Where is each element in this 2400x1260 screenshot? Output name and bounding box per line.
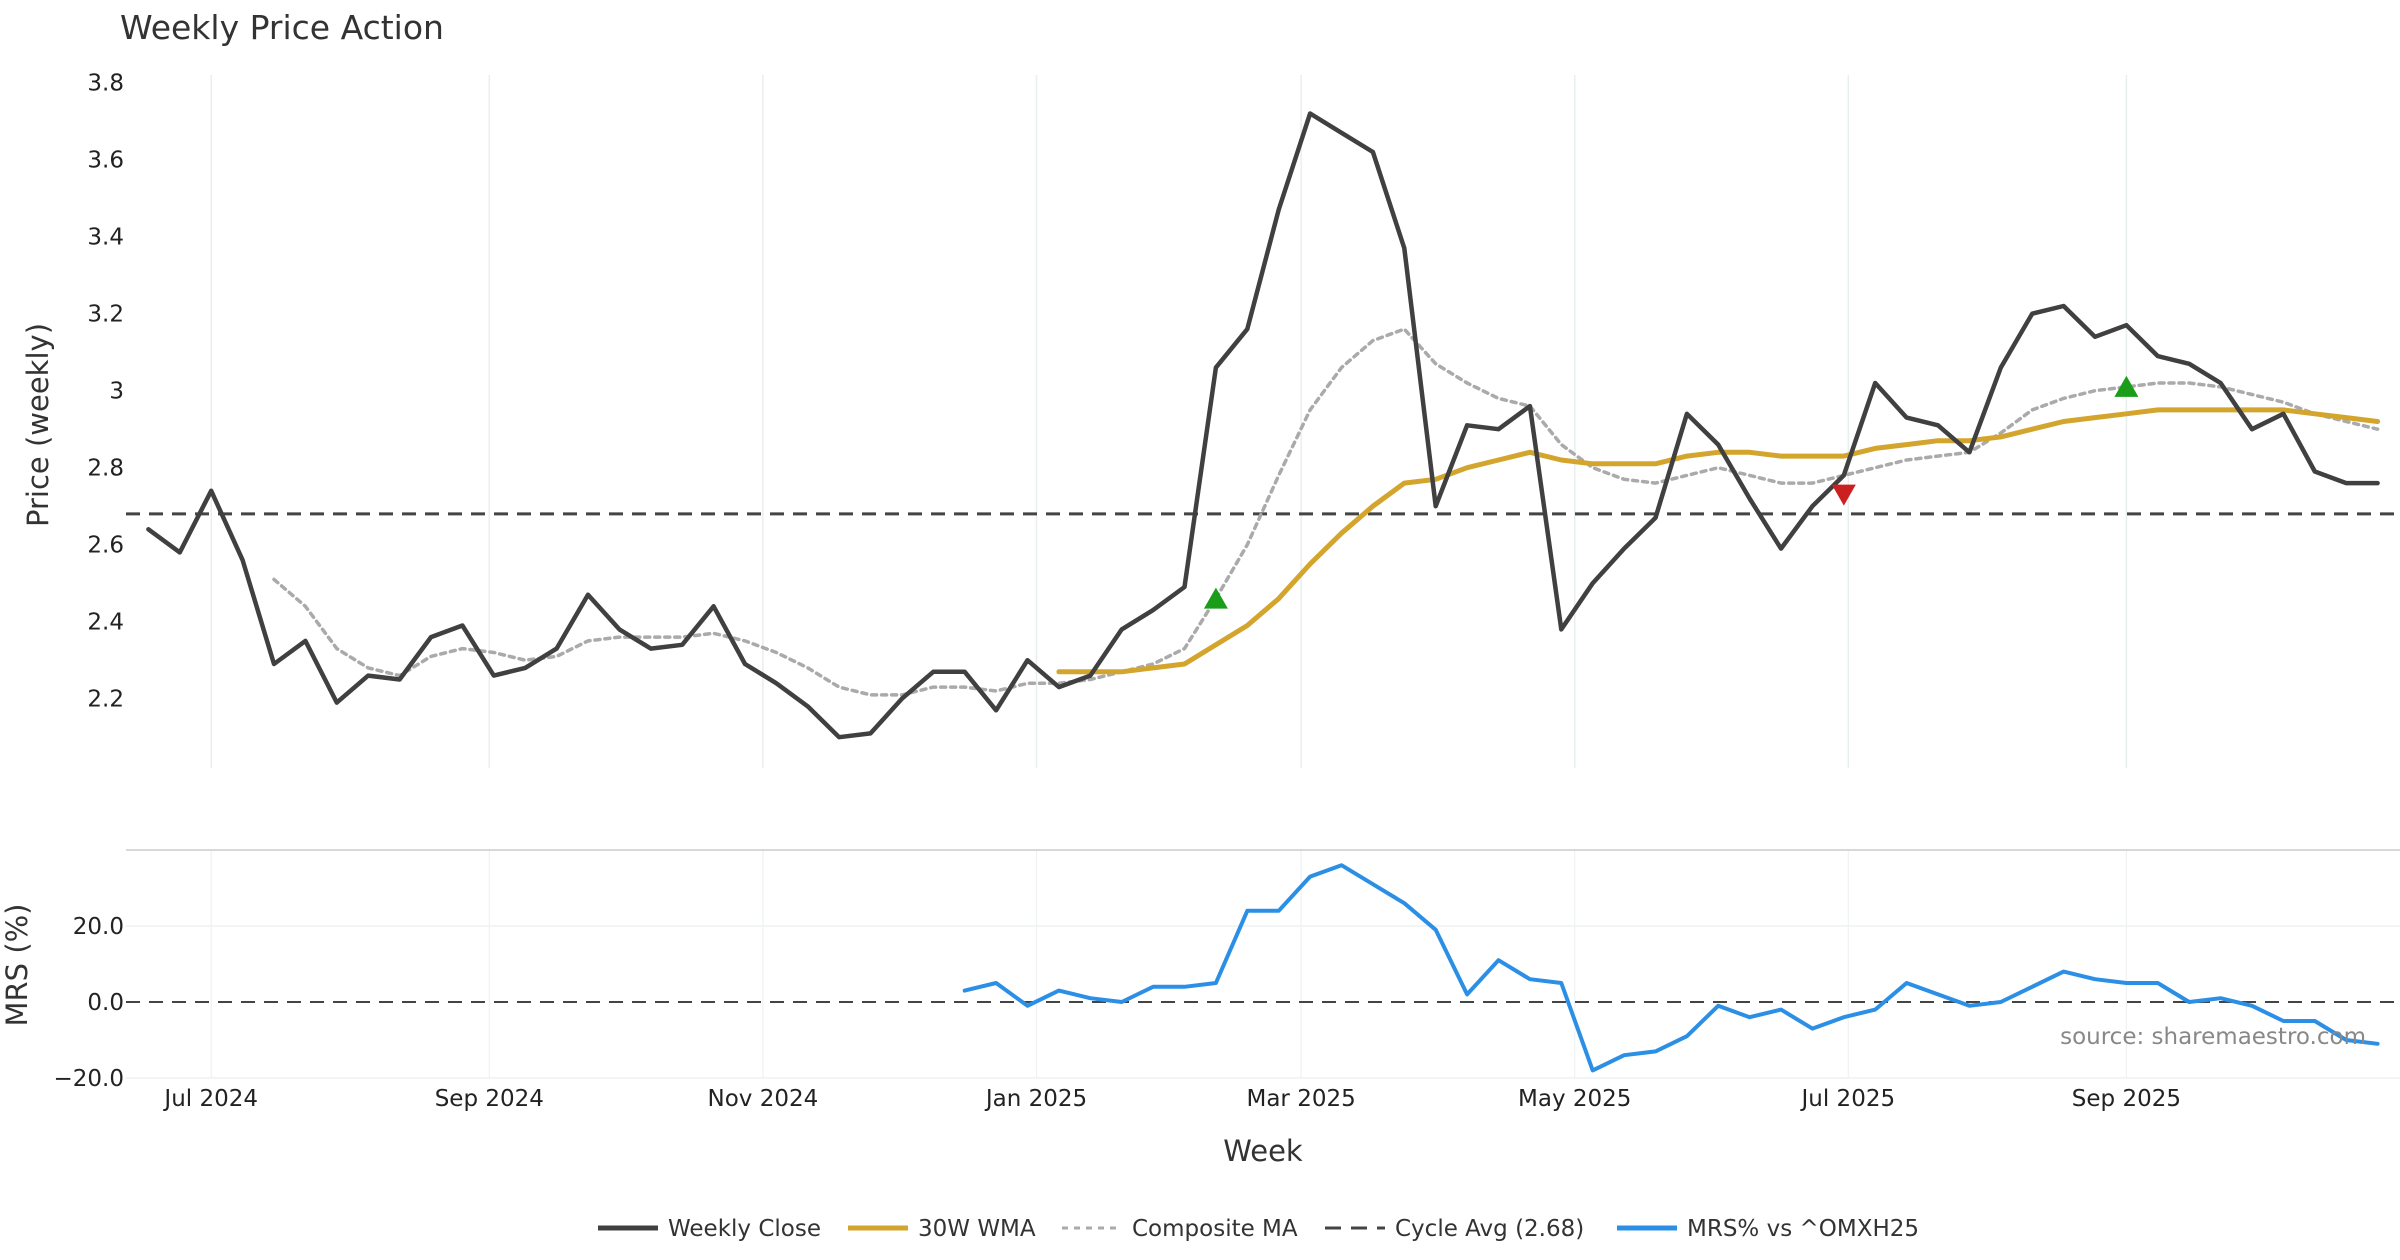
x-tick-label: May 2025 — [1518, 1086, 1631, 1112]
buy-signal-marker — [1203, 587, 1228, 609]
x-tick-label: Sep 2024 — [435, 1086, 544, 1112]
weekly-close-line — [146, 111, 2380, 740]
composite-ma-line — [272, 327, 2380, 697]
mrs-y-tick-label: 0.0 — [87, 990, 124, 1016]
price-y-tick-label: 3.4 — [87, 225, 124, 251]
mrs-line — [962, 863, 2380, 1073]
x-axis-label: Week — [1223, 1134, 1303, 1168]
price-y-tick-label: 2.4 — [87, 610, 124, 636]
price-y-tick-label: 2.2 — [87, 687, 124, 713]
x-axis-ticks: Jul 2024 Sep 2024 Nov 2024 Jan 2025 Mar 2025… — [162, 1086, 2181, 1112]
mrs-grid — [126, 849, 2400, 1079]
series-layer — [126, 111, 2400, 1073]
x-tick-label: Sep 2025 — [2072, 1086, 2181, 1112]
x-tick-label: Jul 2025 — [1800, 1086, 1896, 1112]
mrs-y-tick-label: 20.0 — [73, 914, 124, 940]
legend-label: MRS% vs ^OMXH25 — [1687, 1216, 1919, 1242]
wma-30w-line — [1056, 407, 2381, 675]
mrs-y-tick-label: −20.0 — [54, 1066, 124, 1092]
chart-legend: Weekly Close 30W WMA Composite MA Cycle Avg… — [598, 1216, 1919, 1242]
buy-signal-marker — [2114, 375, 2139, 397]
price-grid — [210, 75, 2128, 768]
source-note: source: sharemaestro.com — [2060, 1024, 2366, 1050]
x-tick-label: Jan 2025 — [984, 1086, 1087, 1112]
x-tick-label: Nov 2024 — [708, 1086, 819, 1112]
price-y-ticks: 2.2 2.4 2.6 2.8 3 3.2 3.4 3.6 3.8 — [87, 71, 124, 713]
x-tick-label: Mar 2025 — [1246, 1086, 1355, 1112]
legend-label: Weekly Close — [668, 1216, 821, 1242]
price-y-tick-label: 2.6 — [87, 533, 124, 559]
price-y-tick-label: 2.8 — [87, 456, 124, 482]
price-y-tick-label: 3.2 — [87, 302, 124, 328]
mrs-y-ticks: −20.0 0.0 20.0 — [54, 914, 124, 1092]
price-y-axis-label: Price (weekly) — [21, 323, 55, 527]
price-y-tick-label: 3.8 — [87, 71, 124, 97]
chart-title: Weekly Price Action — [120, 8, 444, 47]
x-tick-label: Jul 2024 — [162, 1086, 258, 1112]
price-y-tick-label: 3 — [109, 379, 124, 405]
mrs-y-axis-label: MRS (%) — [0, 904, 34, 1027]
legend-label: Cycle Avg (2.68) — [1395, 1216, 1584, 1242]
sell-signal-marker — [1831, 484, 1856, 506]
legend-label: 30W WMA — [918, 1216, 1036, 1242]
legend-label: Composite MA — [1132, 1216, 1298, 1242]
signal-layer — [1203, 375, 2139, 609]
price-y-tick-label: 3.6 — [87, 148, 124, 174]
